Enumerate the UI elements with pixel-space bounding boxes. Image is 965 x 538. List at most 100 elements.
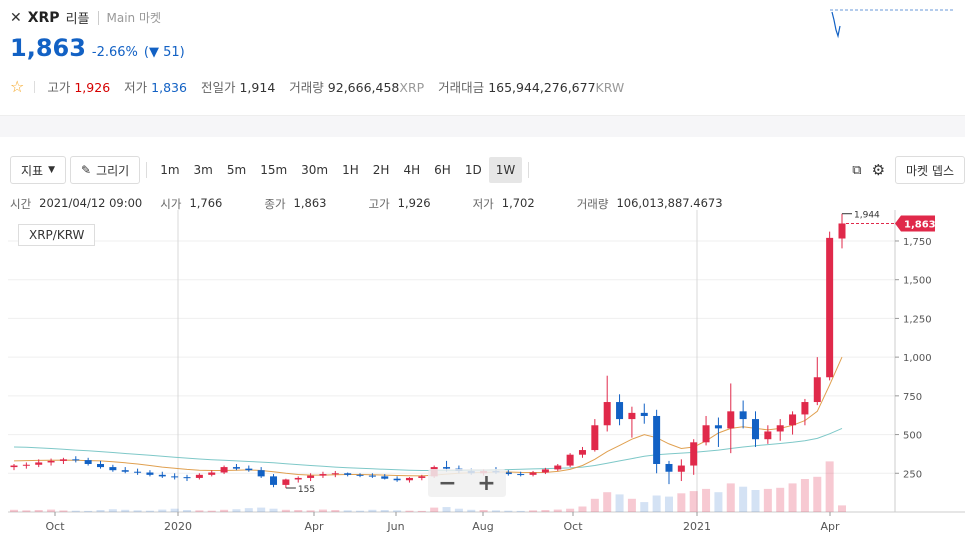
y-tick-label: 250: [903, 469, 922, 480]
period-15m[interactable]: 15m: [260, 163, 288, 177]
candle-body: [158, 474, 166, 477]
candle-body: [307, 475, 315, 478]
candlestick-chart[interactable]: 250 500 750 1,000 1,250 1,500 1,750 1,863 1,944 1…: [0, 210, 965, 538]
market-depth-button[interactable]: 마켓 뎁스: [895, 156, 965, 184]
amount-label: 거래대금: [438, 80, 485, 95]
pencil-icon: ✎: [81, 163, 92, 177]
prev-price-item: 전일가 1,914: [201, 77, 275, 96]
low-price-item: 저가 1,836: [124, 77, 187, 96]
volume-bar: [318, 509, 327, 512]
candle-body: [776, 425, 784, 432]
volume-bar: [825, 461, 834, 512]
volume-bar: [145, 510, 154, 512]
volume-bar: [281, 509, 290, 512]
high-value: 1,926: [397, 196, 431, 210]
volume-bar: [158, 509, 167, 512]
volume-bar: [22, 510, 31, 512]
candle-body: [418, 476, 426, 478]
volume-bar: [442, 507, 451, 512]
favorite-star-icon[interactable]: ☆: [10, 77, 25, 96]
x-tick-label: Jun: [386, 520, 404, 533]
candle-body: [801, 402, 809, 415]
candle-body: [826, 237, 834, 378]
period-1w[interactable]: 1W: [488, 157, 523, 183]
volume-bar: [244, 508, 253, 512]
high-label: 고가: [47, 80, 71, 95]
draw-button[interactable]: ✎ 그리기: [70, 156, 141, 184]
candle-body: [751, 419, 759, 440]
zoom-in-button[interactable]: +: [477, 470, 496, 496]
current-price: 1,863: [10, 34, 86, 62]
volume-bar: [652, 495, 661, 512]
volume-bar: [71, 510, 80, 512]
low-label: 저가: [472, 197, 494, 211]
zoom-out-button[interactable]: −: [438, 470, 457, 496]
period-1d[interactable]: 1D: [464, 163, 482, 177]
low-value: 1,702: [501, 196, 535, 210]
low-marker-label: 155: [298, 485, 315, 495]
amount-unit: KRW: [595, 80, 625, 95]
volume-bar: [454, 508, 463, 512]
indicator-button[interactable]: 지표 ▼: [10, 156, 67, 184]
volume-bar: [343, 510, 352, 512]
period-30m[interactable]: 30m: [301, 163, 329, 177]
volume-bar: [726, 483, 735, 512]
period-1h[interactable]: 1H: [342, 163, 359, 177]
period-3m[interactable]: 3m: [193, 163, 213, 177]
volume-bar: [269, 508, 278, 512]
volume-bar: [615, 494, 624, 512]
candle-body: [591, 425, 599, 451]
period-5m[interactable]: 5m: [226, 163, 247, 177]
x-tick-label: Oct: [563, 520, 583, 533]
volume-bar: [689, 491, 698, 512]
volume-value: 106,013,887.4673: [616, 196, 723, 210]
zoom-controls: − +: [428, 469, 506, 497]
volume-bar: [108, 509, 117, 512]
chart-toolbar: 지표 ▼ ✎ 그리기 1m 3m 5m 15m 30m 1H 2H 4H 6H 1D 1W ⧉ ⚙ …: [10, 156, 965, 184]
volume-bar: [664, 496, 673, 512]
candle-body: [84, 460, 92, 464]
volume-bar: [578, 506, 587, 512]
candle-body: [566, 454, 574, 466]
ma-fast-line: [13, 356, 843, 477]
coin-korean-name: 리플: [65, 12, 90, 27]
period-4h[interactable]: 4H: [403, 163, 421, 177]
candle-body: [628, 412, 636, 420]
period-2h[interactable]: 2H: [372, 163, 390, 177]
volume-bar: [603, 492, 612, 512]
candle-body: [121, 470, 129, 472]
volume-bar: [813, 476, 822, 512]
gear-icon[interactable]: ⚙: [871, 161, 886, 179]
volume-bar: [714, 492, 723, 512]
period-6h[interactable]: 6H: [434, 163, 451, 177]
draw-label: 그리기: [96, 163, 130, 178]
candle-body: [727, 411, 735, 429]
volume-bar: [47, 509, 56, 512]
volume-bar: [405, 510, 414, 512]
volume-bar: [590, 498, 599, 512]
volume-bar: [763, 488, 772, 512]
popout-icon[interactable]: ⧉: [852, 162, 862, 178]
indicator-label: 지표: [21, 163, 44, 178]
price-row: 1,863 -2.66% (▼ 51): [10, 34, 185, 62]
candle-body: [59, 459, 67, 461]
candle-body: [47, 460, 55, 463]
close-label: 종가: [264, 197, 286, 211]
high-label: 고가: [368, 197, 390, 211]
candle-body: [739, 411, 747, 420]
volume-bar: [776, 487, 785, 512]
volume-bar: [677, 493, 686, 512]
volume-bar: [84, 510, 93, 512]
volume-bar: [59, 510, 68, 512]
volume-bar: [96, 510, 105, 512]
volume-bar: [232, 509, 241, 512]
candle-body: [838, 223, 846, 239]
volume-bar: [393, 510, 402, 512]
close-value: 1,863: [293, 196, 327, 210]
volume-bar: [516, 510, 525, 512]
period-1m[interactable]: 1m: [160, 163, 180, 177]
candle-body: [677, 465, 685, 472]
info-row: ☆ 고가 1,926 저가 1,836 전일가 1,914 거래량 92,666,458…: [10, 77, 638, 96]
candle-body: [405, 477, 413, 481]
volume-bar: [306, 510, 315, 512]
